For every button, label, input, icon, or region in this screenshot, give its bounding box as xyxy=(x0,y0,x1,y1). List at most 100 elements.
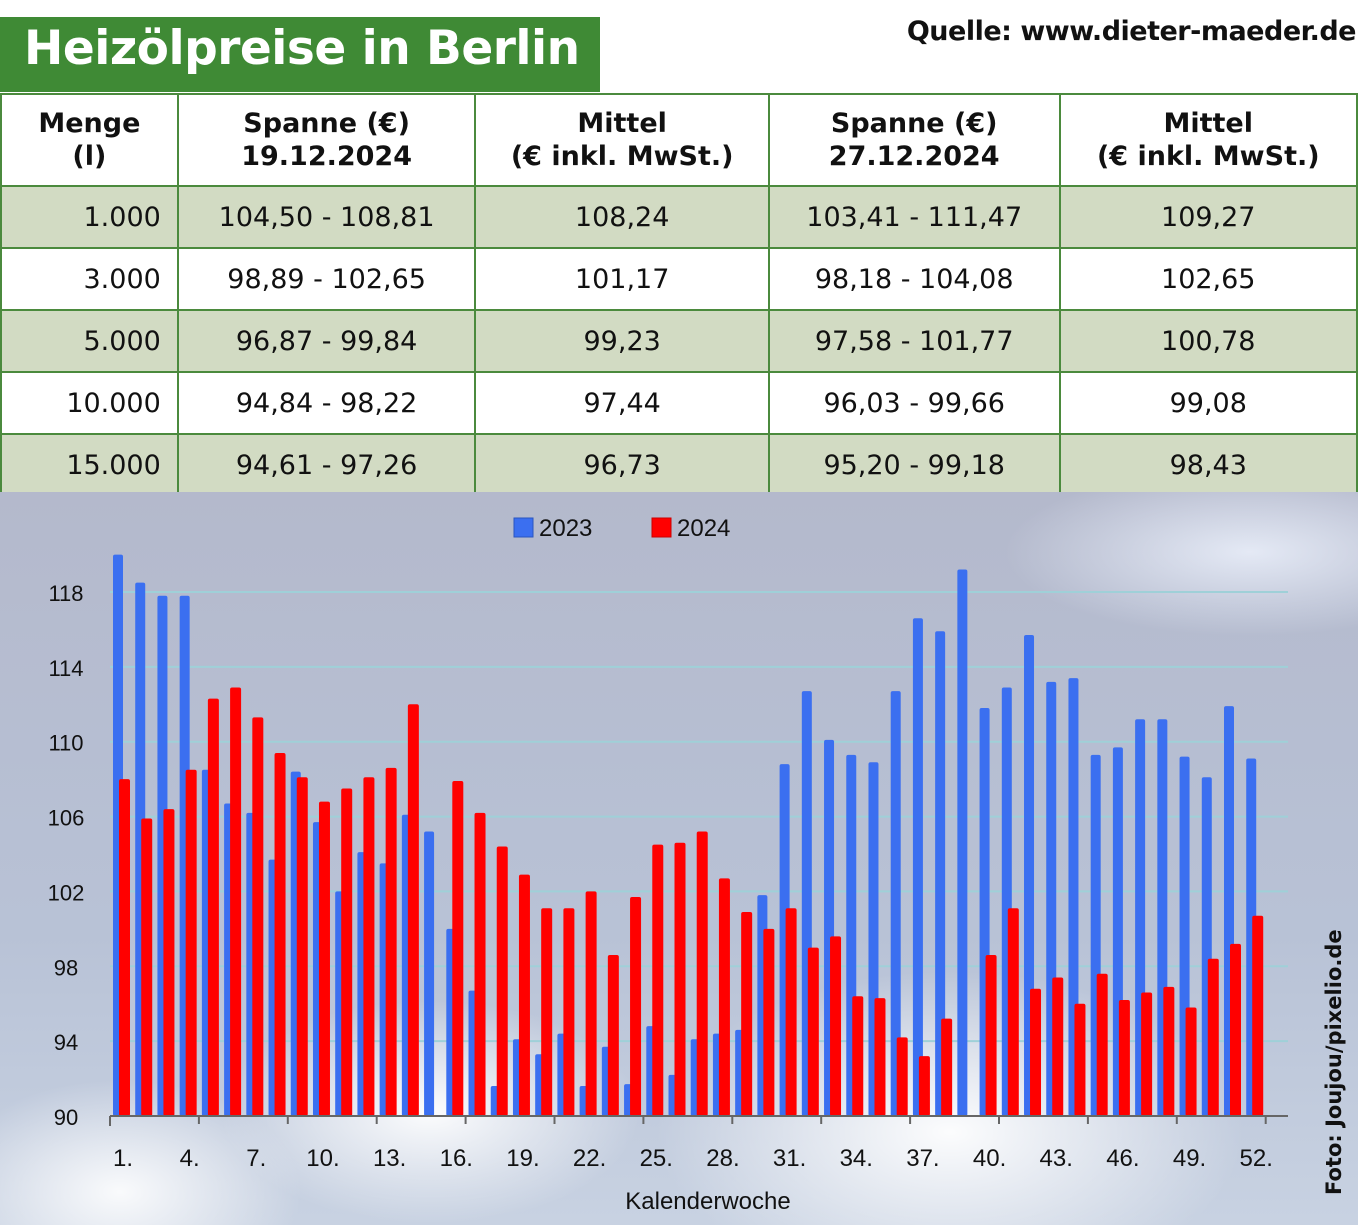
bar-2024 xyxy=(896,1037,908,1116)
bar-2024 xyxy=(207,698,219,1116)
x-tick-label: 34. xyxy=(840,1145,873,1172)
x-tick-label: 10. xyxy=(306,1145,339,1172)
column-header-line: 27.12.2024 xyxy=(828,141,1000,172)
column-header-line: Spanne (€) xyxy=(830,108,998,139)
bar-2024 xyxy=(1030,988,1042,1116)
bar-2024 xyxy=(185,769,197,1116)
bar-2023 xyxy=(890,691,901,1116)
bar-2024 xyxy=(918,1056,930,1116)
legend-label: 2023 xyxy=(539,515,592,542)
source-credit: Quelle: www.dieter-maeder.de xyxy=(906,16,1357,47)
bar-2024 xyxy=(607,955,619,1116)
bar-2024 xyxy=(230,687,242,1116)
bar-2024 xyxy=(1163,986,1175,1116)
bar-2024 xyxy=(452,781,464,1116)
chart-area: 90 94 98 102 106 110 114 118 1. 4. 7. 10. 13. 16. 19. 2… xyxy=(0,492,1358,1225)
bar-2023 xyxy=(912,618,923,1116)
bar-2024 xyxy=(407,704,419,1116)
price-cell: 102,65 xyxy=(1058,247,1358,311)
x-tick-label: 28. xyxy=(706,1145,739,1172)
bar-2024 xyxy=(563,908,575,1116)
table-row: 10.000 94,84 - 98,22 97,44 96,03 - 99,66 99,… xyxy=(0,371,1358,435)
y-tick-label: 110 xyxy=(48,731,83,756)
bar-2024 xyxy=(741,912,753,1116)
x-tick-label: 49. xyxy=(1173,1145,1206,1172)
table-header-row: Menge (l) Spanne (€) 19.12.2024 Mittel (€ ink… xyxy=(0,93,1358,187)
column-header-line: Spanne (€) xyxy=(243,108,410,139)
bar-2024 xyxy=(1096,973,1108,1116)
bar-2024 xyxy=(119,779,130,1116)
y-tick-label: 94 xyxy=(54,1030,78,1055)
bar-2024 xyxy=(541,908,553,1116)
y-tick-label: 102 xyxy=(48,880,85,905)
x-tick-label: 7. xyxy=(246,1145,266,1172)
bar-2023 xyxy=(424,831,435,1116)
price-cell: 100,78 xyxy=(1058,309,1358,373)
x-axis-label: Kalenderwoche xyxy=(625,1188,790,1215)
bar-2024 xyxy=(585,891,597,1116)
bar-2024 xyxy=(474,812,486,1116)
x-tick-label: 1. xyxy=(113,1145,133,1172)
price-cell: 103,41 - 111,47 xyxy=(767,185,1061,249)
bar-2024 xyxy=(785,908,797,1116)
y-tick-label: 118 xyxy=(48,581,83,606)
y-tick-label: 114 xyxy=(48,656,83,681)
bar-2024 xyxy=(1074,1003,1086,1116)
bar-2024 xyxy=(1118,999,1130,1116)
bar-2024 xyxy=(1052,977,1064,1116)
bar-2024 xyxy=(318,801,330,1116)
bar-2024 xyxy=(830,936,842,1116)
price-cell: 94,61 - 97,26 xyxy=(176,433,477,497)
price-cell: 97,44 xyxy=(474,371,770,435)
bar-2024 xyxy=(274,752,286,1116)
quantity-cell: 10.000 xyxy=(0,371,179,435)
bar-2024 xyxy=(496,846,508,1116)
price-cell: 97,58 - 101,77 xyxy=(767,309,1061,373)
column-header-line: Menge xyxy=(38,108,141,139)
bar-2024 xyxy=(652,844,664,1116)
bar-2024 xyxy=(141,818,153,1116)
quantity-cell: 5.000 xyxy=(0,309,179,373)
column-header-line: (€ inkl. MwSt.) xyxy=(1096,141,1320,172)
quantity-cell: 15.000 xyxy=(0,433,179,497)
bar-2024 xyxy=(630,897,642,1116)
bar-2023 xyxy=(935,631,946,1116)
x-tick-label: 16. xyxy=(440,1145,473,1172)
bar-2024 xyxy=(518,874,530,1116)
x-tick-label: 37. xyxy=(906,1145,939,1172)
column-header-line: Mittel xyxy=(577,108,667,139)
y-tick-label: 106 xyxy=(48,806,85,831)
price-table: Menge (l) Spanne (€) 19.12.2024 Mittel (€ ink… xyxy=(0,93,1358,497)
title-banner: Heizölpreise in Berlin xyxy=(0,17,600,92)
bar-2024 xyxy=(874,998,886,1116)
bar-2024 xyxy=(252,717,264,1116)
y-tick-label: 90 xyxy=(54,1105,78,1130)
price-cell: 96,73 xyxy=(474,433,770,497)
bar-2024 xyxy=(807,947,819,1116)
bar-2024 xyxy=(296,777,308,1116)
photo-credit: Foto: Joujou/pixelio.de xyxy=(1322,929,1346,1195)
bar-2024 xyxy=(385,767,397,1116)
bar-2024 xyxy=(718,878,730,1116)
column-header-line: 19.12.2024 xyxy=(241,141,413,172)
price-cell: 104,50 - 108,81 xyxy=(176,185,477,249)
column-header: Spanne (€) 19.12.2024 xyxy=(176,93,477,187)
price-cell: 108,24 xyxy=(474,185,770,249)
price-cell: 99,23 xyxy=(474,309,770,373)
bar-2024 xyxy=(985,955,997,1116)
price-cell: 94,84 - 98,22 xyxy=(176,371,477,435)
column-header: Spanne (€) 27.12.2024 xyxy=(767,93,1061,187)
price-cell: 98,18 - 104,08 xyxy=(767,247,1061,311)
column-header-line: Mittel xyxy=(1163,108,1254,139)
bar-2024 xyxy=(1230,943,1241,1116)
column-header: Menge (l) xyxy=(0,93,179,187)
x-tick-label: 52. xyxy=(1240,1145,1273,1172)
bar-2024 xyxy=(696,831,708,1116)
column-header-line: (l) xyxy=(72,141,107,172)
legend: 2023 2024 xyxy=(513,515,730,542)
bar-2024 xyxy=(852,996,864,1116)
page-title: Heizölpreise in Berlin xyxy=(24,21,580,76)
x-tick-label: 40. xyxy=(973,1145,1006,1172)
legend-swatch-2024 xyxy=(651,517,672,538)
y-tick-label: 98 xyxy=(54,955,78,980)
